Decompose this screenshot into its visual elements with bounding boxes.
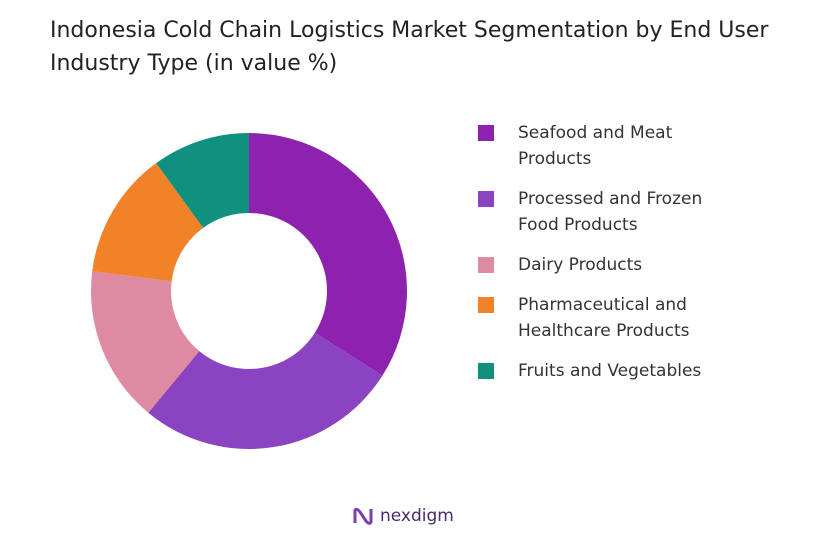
legend-item: Processed and Frozen Food Products xyxy=(478,186,718,238)
legend-item: Dairy Products xyxy=(478,252,718,278)
chart-title: Indonesia Cold Chain Logistics Market Se… xyxy=(50,18,769,76)
legend-item: Pharmaceutical and Healthcare Products xyxy=(478,292,718,344)
slice xyxy=(148,332,383,450)
brand: nexdigm xyxy=(352,505,454,527)
legend-swatch xyxy=(478,191,494,207)
slice xyxy=(91,271,200,413)
legend-label: Fruits and Vegetables xyxy=(518,361,702,381)
slice xyxy=(92,163,204,282)
chart xyxy=(91,133,408,450)
slice xyxy=(249,133,408,376)
legend-swatch xyxy=(478,297,494,313)
legend-swatch xyxy=(478,125,494,141)
brand-icon xyxy=(353,507,373,525)
legend-swatch xyxy=(478,363,494,379)
legend-label: Pharmaceutical and Healthcare Products xyxy=(518,295,690,341)
legend-label: Dairy Products xyxy=(518,255,643,275)
slice xyxy=(156,133,249,228)
legend-label: Seafood and Meat Products xyxy=(518,123,673,169)
legend: Seafood and Meat Products Processed and F… xyxy=(478,120,718,398)
legend-item: Fruits and Vegetables xyxy=(478,358,718,384)
legend-label: Processed and Frozen Food Products xyxy=(518,189,703,235)
brand-name: nexdigm xyxy=(380,506,454,526)
legend-swatch xyxy=(478,257,494,273)
legend-item: Seafood and Meat Products xyxy=(478,120,718,172)
